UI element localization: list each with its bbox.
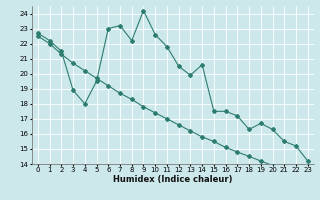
X-axis label: Humidex (Indice chaleur): Humidex (Indice chaleur) — [113, 175, 233, 184]
